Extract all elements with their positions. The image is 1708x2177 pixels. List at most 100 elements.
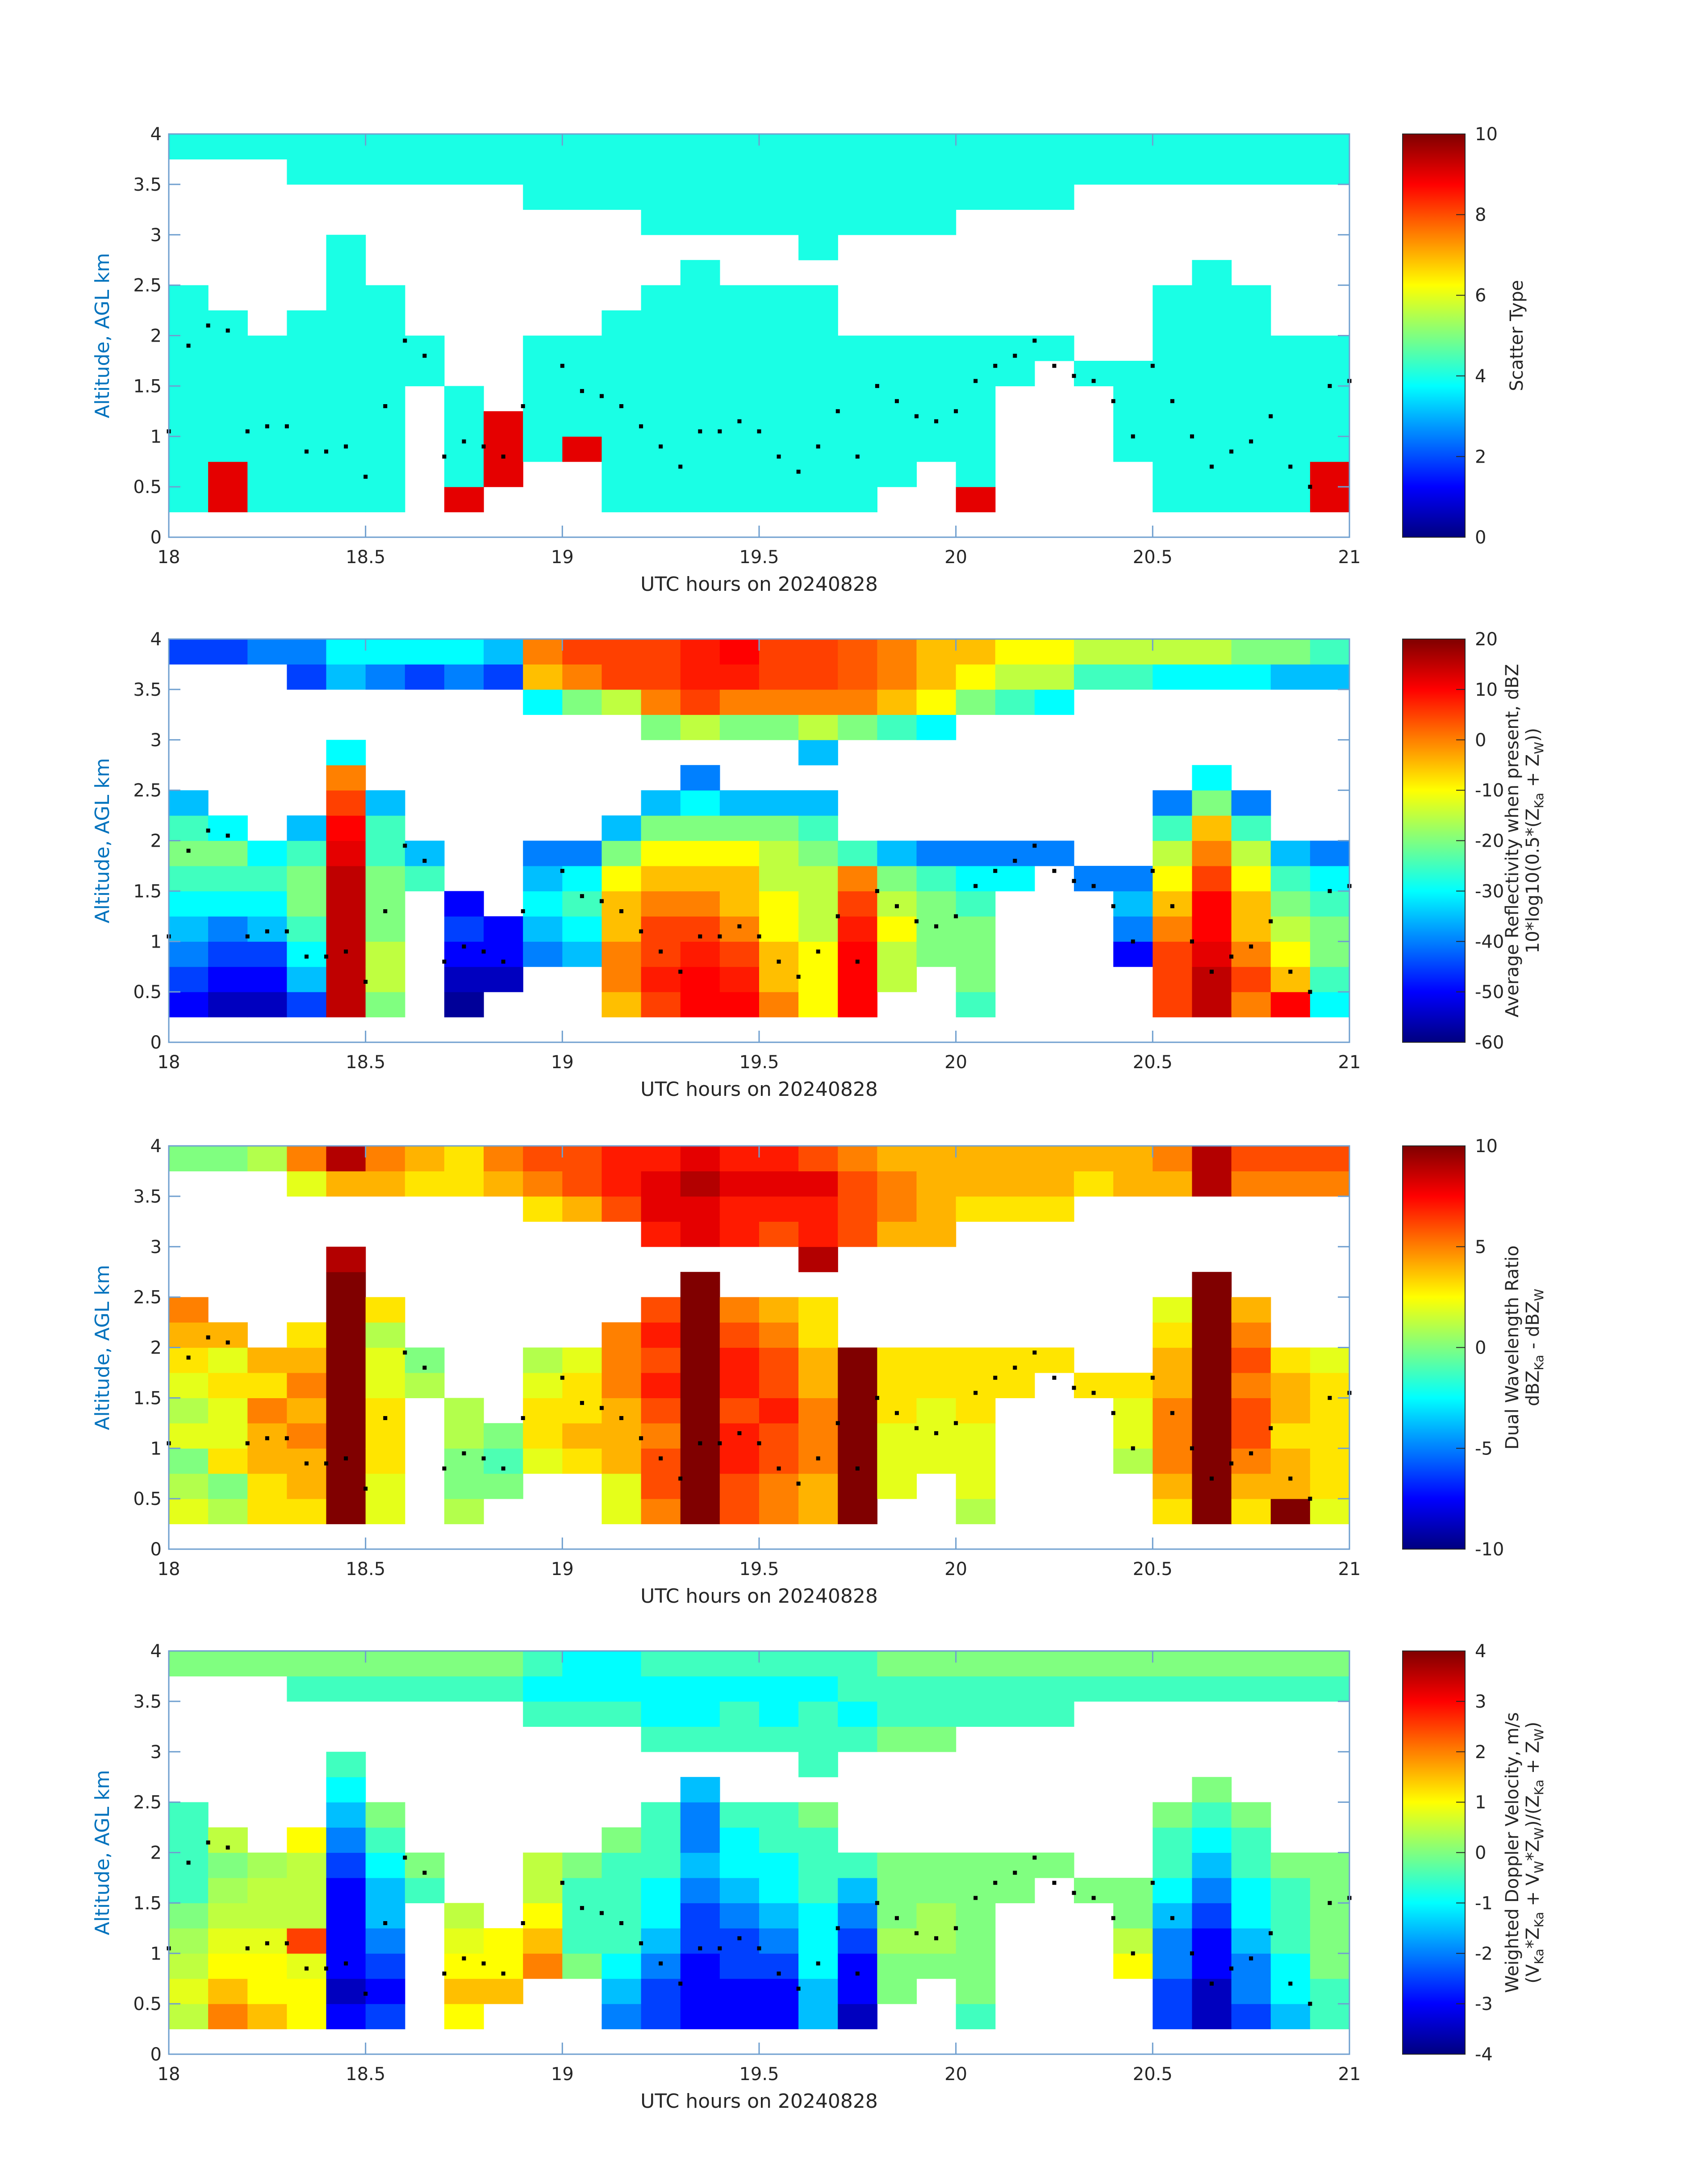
heat-cell xyxy=(1231,1877,1271,1903)
point xyxy=(1170,1411,1174,1415)
heat-cell xyxy=(641,1802,681,1828)
heat-cell xyxy=(680,765,720,791)
heat-cell xyxy=(562,1701,602,1727)
heat-cell xyxy=(444,1676,484,1702)
heat-cell xyxy=(601,1877,642,1903)
heat-cell xyxy=(759,1423,799,1449)
heat-cell xyxy=(601,1448,642,1474)
point xyxy=(1131,939,1135,944)
heat-cell xyxy=(326,840,366,866)
heat-cell xyxy=(208,335,248,361)
heat-cell xyxy=(169,1372,209,1398)
heat-cell xyxy=(641,487,681,513)
heat-cell xyxy=(877,966,917,992)
x-tick-label: 21 xyxy=(1338,547,1361,568)
heat-cell xyxy=(798,134,838,160)
y-tick-label: 1 xyxy=(150,426,162,447)
heat-cell xyxy=(759,664,799,690)
heat-cell xyxy=(798,1827,838,1853)
heat-cell xyxy=(719,1221,760,1247)
heat-cell xyxy=(169,1297,209,1323)
point xyxy=(422,1366,427,1370)
point xyxy=(1229,1461,1234,1466)
heat-cell xyxy=(405,1171,445,1197)
x-tick-label: 19 xyxy=(551,547,574,568)
heat-cell xyxy=(365,487,405,513)
heat-cell xyxy=(877,184,917,210)
point xyxy=(659,1961,663,1966)
heat-cell xyxy=(759,992,799,1018)
heat-cell xyxy=(759,639,799,665)
point xyxy=(324,1966,329,1971)
heat-cell xyxy=(641,335,681,361)
point xyxy=(304,1966,309,1971)
heat-cell xyxy=(523,386,563,412)
heat-cell xyxy=(365,840,405,866)
heat-cell xyxy=(719,689,760,715)
heat-cell xyxy=(680,461,720,487)
heat-cell xyxy=(798,436,838,462)
heat-cell xyxy=(444,664,484,690)
x-tick-label: 20 xyxy=(944,547,967,568)
heat-cell xyxy=(798,1751,838,1777)
heat-cell xyxy=(838,2004,877,2030)
heat-cell xyxy=(1192,386,1232,412)
heat-cell xyxy=(169,1448,209,1474)
heat-cell xyxy=(601,916,642,942)
heat-cell xyxy=(326,966,366,992)
heat-cell xyxy=(680,285,720,311)
point xyxy=(462,944,466,949)
heat-cell xyxy=(916,159,956,185)
heat-cell xyxy=(523,335,563,361)
heat-cell xyxy=(365,285,405,311)
heat-cell xyxy=(208,1928,248,1954)
point xyxy=(1111,399,1115,403)
heat-cell xyxy=(1153,2004,1193,2030)
panel: 0 0.5 1 1.5 2 2.5 3 3.5 4 18 18.5 19 19.5 20 20.5 21 UTC… xyxy=(91,629,1546,1101)
heat-cell xyxy=(562,941,602,967)
point xyxy=(363,475,368,479)
heat-cell xyxy=(1231,411,1271,437)
heat-cell xyxy=(247,1423,287,1449)
heat-cell xyxy=(326,310,366,336)
point xyxy=(934,1431,939,1435)
heat-cell xyxy=(1270,487,1311,513)
heat-cell xyxy=(601,689,642,715)
heat-cell xyxy=(1192,815,1232,841)
heat-cell xyxy=(719,1701,760,1727)
heat-cell xyxy=(1231,1297,1271,1323)
heat-cell xyxy=(1153,335,1193,361)
heat-cell xyxy=(1034,134,1074,160)
heat-cell xyxy=(759,1802,799,1828)
point xyxy=(678,1476,683,1481)
colorbar-tick-label: -2 xyxy=(1475,1943,1493,1964)
heat-cell xyxy=(247,1372,287,1398)
heat-cell xyxy=(838,1473,877,1499)
heat-cell xyxy=(759,461,799,487)
heat-cell xyxy=(1034,1196,1074,1222)
heat-cell xyxy=(247,360,287,386)
heat-cell xyxy=(523,865,563,891)
point xyxy=(1288,1981,1293,1986)
point xyxy=(639,424,643,429)
heat-cell xyxy=(1153,1423,1193,1449)
heat-cell xyxy=(1192,159,1232,185)
heat-cell xyxy=(326,1827,366,1853)
point xyxy=(344,1961,348,1966)
heat-cell xyxy=(798,1726,838,1752)
point xyxy=(501,454,505,459)
heat-cell xyxy=(1270,664,1311,690)
point xyxy=(757,1946,761,1951)
heat-cell xyxy=(641,436,681,462)
heat-cell xyxy=(1074,134,1114,160)
heat-cell xyxy=(719,966,760,992)
heat-cell xyxy=(562,134,602,160)
x-tick-label: 19 xyxy=(551,1052,574,1073)
heat-cell xyxy=(1153,1347,1193,1373)
heat-cell xyxy=(956,1448,996,1474)
heat-cell xyxy=(719,1928,760,1954)
heat-cell xyxy=(956,1903,996,1929)
heat-cell xyxy=(169,411,209,437)
heat-cell xyxy=(838,1423,877,1449)
